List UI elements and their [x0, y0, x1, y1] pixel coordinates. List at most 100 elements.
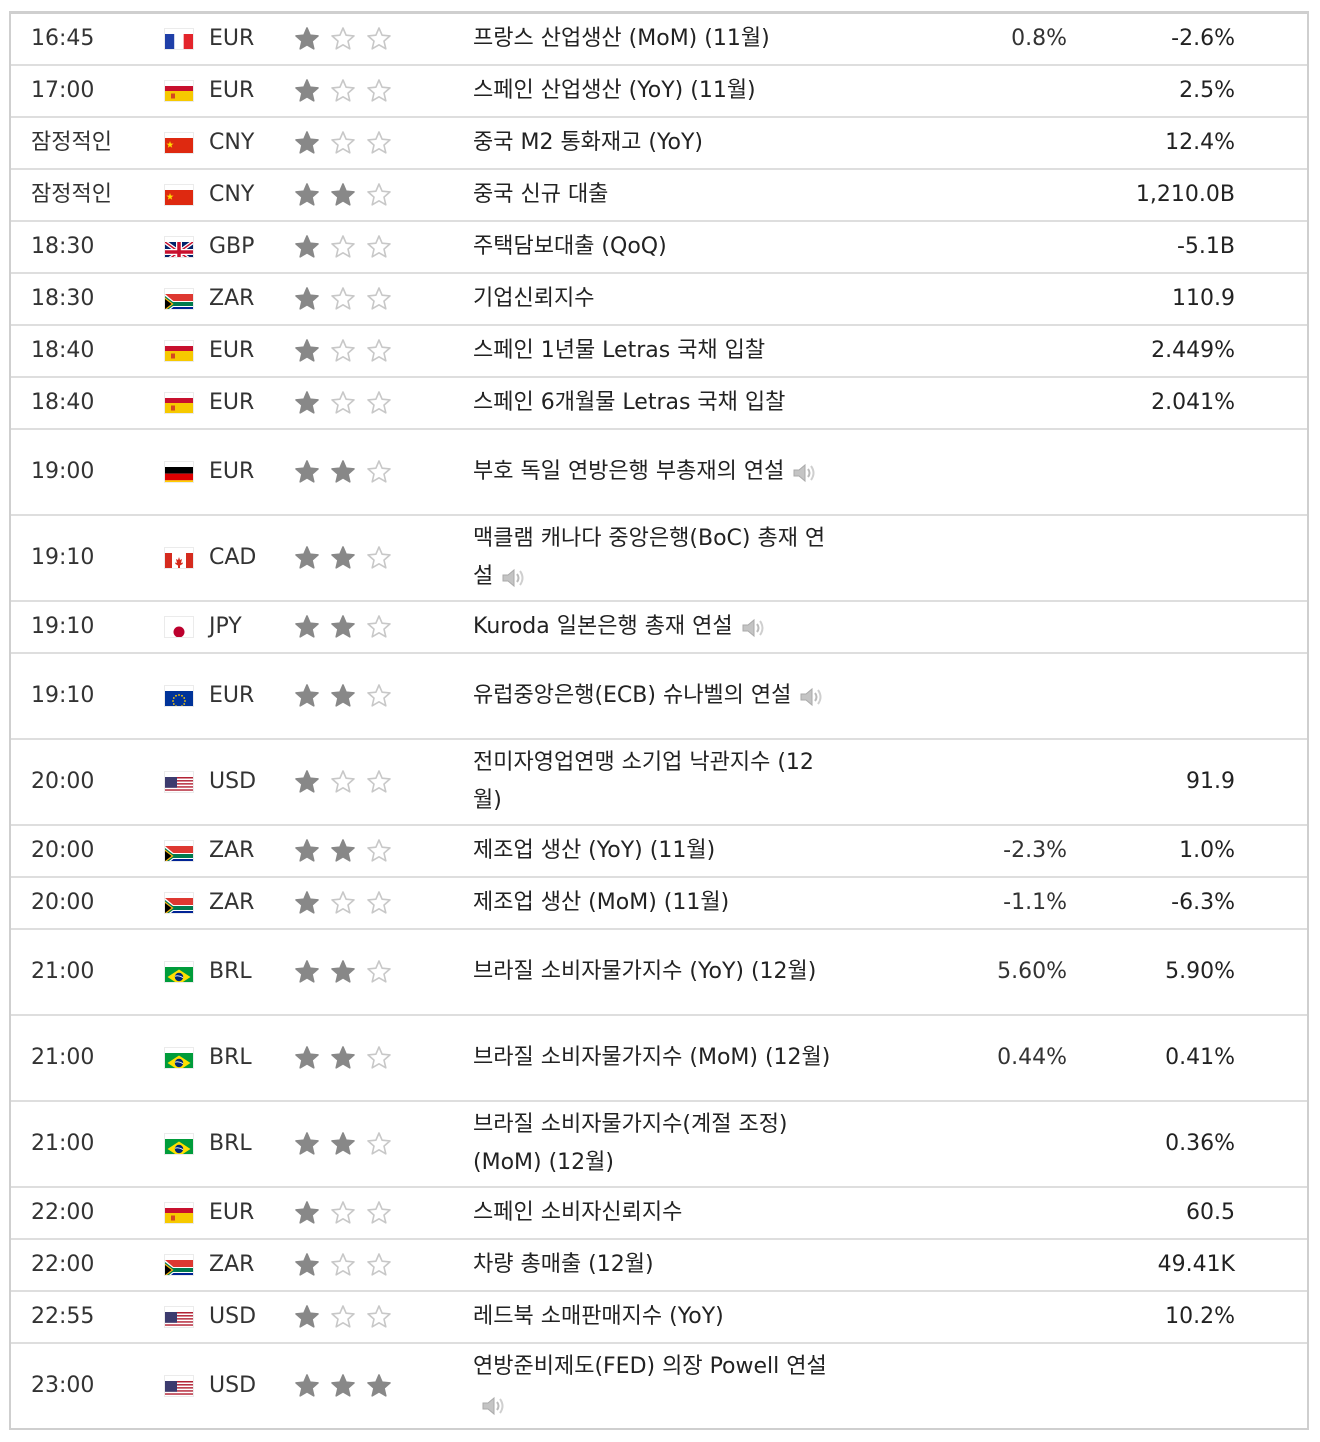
event-name[interactable]: 브라질 소비자물가지수 (MoM) (12월): [473, 1045, 831, 1070]
event-cell[interactable]: 맥클램 캐나다 중앙은행(BoC) 총재 연설: [473, 515, 833, 602]
table-row[interactable]: 잠정적인 CNY 중국 M2 통화재고 (YoY) 12.4%: [11, 117, 1307, 170]
event-name[interactable]: 전미자영업연맹 소기업 낙관지수 (12월): [473, 750, 814, 813]
event-cell[interactable]: 부호 독일 연방은행 부총재의 연설: [473, 429, 833, 516]
event-name[interactable]: 브라질 소비자물가지수(계절 조정) (MoM) (12월): [473, 1112, 788, 1175]
row-spacer: [1235, 169, 1307, 222]
row-spacer: [1235, 515, 1307, 602]
previous-value: -2.6%: [1067, 14, 1235, 66]
event-cell[interactable]: 중국 M2 통화재고 (YoY): [473, 117, 833, 170]
table-row[interactable]: 23:00 USD 연방준비제도(FED) 의장 Powell 연설: [11, 1343, 1307, 1428]
event-cell[interactable]: Kuroda 일본은행 총재 연설: [473, 601, 833, 654]
table-row[interactable]: 18:30 ZAR 기업신뢰지수 110.9: [11, 273, 1307, 326]
table-row[interactable]: 17:00 EUR 스페인 산업생산 (YoY) (11월) 2.5%: [11, 65, 1307, 118]
event-name[interactable]: 스페인 1년물 Letras 국채 입찰: [473, 338, 766, 363]
event-time: 잠정적인: [11, 169, 165, 222]
event-cell[interactable]: 스페인 1년물 Letras 국채 입찰: [473, 325, 833, 378]
importance-stars: [293, 1372, 393, 1400]
currency-code: BRL: [209, 1015, 293, 1102]
forecast-value: [833, 1343, 1067, 1428]
table-row[interactable]: 16:45 EUR 프랑스 산업생산 (MoM) (11월) 0.8% -2.6…: [11, 14, 1307, 66]
importance-cell: [293, 14, 473, 66]
event-name[interactable]: 유럽중앙은행(ECB) 슈나벨의 연설: [473, 683, 792, 708]
event-cell[interactable]: 브라질 소비자물가지수 (YoY) (12월): [473, 929, 833, 1016]
flag-cell: [165, 877, 209, 930]
table-row[interactable]: 21:00 BRL 브라질 소비자물가지수 (MoM) (12월) 0.44% …: [11, 1015, 1307, 1102]
star-empty-icon: [367, 546, 391, 569]
table-row[interactable]: 20:00 USD 전미자영업연맹 소기업 낙관지수 (12월) 91.9: [11, 739, 1307, 826]
event-cell[interactable]: 제조업 생산 (MoM) (11월): [473, 877, 833, 930]
event-name[interactable]: 제조업 생산 (YoY) (11월): [473, 838, 716, 863]
event-cell[interactable]: 제조업 생산 (YoY) (11월): [473, 825, 833, 878]
table-row[interactable]: 잠정적인 CNY 중국 신규 대출 1,210.0B: [11, 169, 1307, 222]
table-row[interactable]: 22:55 USD 레드북 소매판매지수 (YoY) 10.2%: [11, 1291, 1307, 1344]
star-filled-icon: [331, 1132, 355, 1155]
event-name[interactable]: 스페인 6개월물 Letras 국채 입찰: [473, 390, 786, 415]
event-cell[interactable]: 브라질 소비자물가지수 (MoM) (12월): [473, 1015, 833, 1102]
event-time: 20:00: [11, 877, 165, 930]
table-row[interactable]: 21:00 BRL 브라질 소비자물가지수(계절 조정) (MoM) (12월)…: [11, 1101, 1307, 1188]
star-empty-icon: [367, 287, 391, 310]
importance-stars: [293, 958, 393, 986]
table-row[interactable]: 18:40 EUR 스페인 6개월물 Letras 국채 입찰 2.041%: [11, 377, 1307, 430]
event-name[interactable]: 레드북 소매판매지수 (YoY): [473, 1304, 724, 1329]
event-cell[interactable]: 차량 총매출 (12월): [473, 1239, 833, 1292]
event-cell[interactable]: 유럽중앙은행(ECB) 슈나벨의 연설: [473, 653, 833, 740]
flag-cell: [165, 65, 209, 118]
event-name[interactable]: 맥클램 캐나다 중앙은행(BoC) 총재 연설: [473, 526, 826, 589]
star-empty-icon: [331, 1305, 355, 1328]
event-name[interactable]: 스페인 소비자신뢰지수: [473, 1200, 683, 1225]
event-name[interactable]: 제조업 생산 (MoM) (11월): [473, 890, 730, 915]
importance-cell: [293, 825, 473, 878]
event-time: 18:40: [11, 325, 165, 378]
calendar-body: 16:45 EUR 프랑스 산업생산 (MoM) (11월) 0.8% -2.6…: [11, 14, 1307, 1428]
table-row[interactable]: 22:00 EUR 스페인 소비자신뢰지수 60.5: [11, 1187, 1307, 1240]
table-row[interactable]: 19:00 EUR 부호 독일 연방은행 부총재의 연설: [11, 429, 1307, 516]
event-cell[interactable]: 프랑스 산업생산 (MoM) (11월): [473, 14, 833, 66]
star-filled-icon: [295, 684, 319, 707]
event-name[interactable]: 연방준비제도(FED) 의장 Powell 연설: [473, 1354, 827, 1379]
table-row[interactable]: 20:00 ZAR 제조업 생산 (YoY) (11월) -2.3% 1.0%: [11, 825, 1307, 878]
star-empty-icon: [331, 891, 355, 914]
table-row[interactable]: 19:10 EUR 유럽중앙은행(ECB) 슈나벨의 연설: [11, 653, 1307, 740]
event-cell[interactable]: 스페인 산업생산 (YoY) (11월): [473, 65, 833, 118]
table-row[interactable]: 19:10 JPY Kuroda 일본은행 총재 연설: [11, 601, 1307, 654]
event-name[interactable]: 스페인 산업생산 (YoY) (11월): [473, 78, 756, 103]
importance-stars: [293, 889, 393, 917]
event-cell[interactable]: 스페인 소비자신뢰지수: [473, 1187, 833, 1240]
table-row[interactable]: 21:00 BRL 브라질 소비자물가지수 (YoY) (12월) 5.60% …: [11, 929, 1307, 1016]
star-empty-icon: [367, 183, 391, 206]
event-name[interactable]: 브라질 소비자물가지수 (YoY) (12월): [473, 959, 817, 984]
star-empty-icon: [367, 1046, 391, 1069]
event-name[interactable]: 주택담보대출 (QoQ): [473, 234, 667, 259]
table-row[interactable]: 19:10 CAD 맥클램 캐나다 중앙은행(BoC) 총재 연설: [11, 515, 1307, 602]
event-cell[interactable]: 기업신뢰지수: [473, 273, 833, 326]
star-filled-icon: [331, 839, 355, 862]
table-row[interactable]: 20:00 ZAR 제조업 생산 (MoM) (11월) -1.1% -6.3%: [11, 877, 1307, 930]
event-name[interactable]: 기업신뢰지수: [473, 286, 595, 311]
table-row[interactable]: 18:40 EUR 스페인 1년물 Letras 국채 입찰 2.449%: [11, 325, 1307, 378]
star-filled-icon: [331, 960, 355, 983]
table-row[interactable]: 18:30 GBP 주택담보대출 (QoQ) -5.1B: [11, 221, 1307, 274]
table-row[interactable]: 22:00 ZAR 차량 총매출 (12월) 49.41K: [11, 1239, 1307, 1292]
star-empty-icon: [367, 391, 391, 414]
event-cell[interactable]: 레드북 소매판매지수 (YoY): [473, 1291, 833, 1344]
event-name[interactable]: Kuroda 일본은행 총재 연설: [473, 614, 733, 639]
event-name[interactable]: 부호 독일 연방은행 부총재의 연설: [473, 459, 785, 484]
event-name[interactable]: 중국 M2 통화재고 (YoY): [473, 130, 703, 155]
event-name[interactable]: 차량 총매출 (12월): [473, 1252, 654, 1277]
forecast-value: [833, 1101, 1067, 1188]
flag-cell: [165, 377, 209, 430]
forecast-value: [833, 65, 1067, 118]
flag-cell: [165, 429, 209, 516]
previous-value: 2.041%: [1067, 377, 1235, 430]
event-cell[interactable]: 연방준비제도(FED) 의장 Powell 연설: [473, 1343, 833, 1428]
importance-cell: [293, 1291, 473, 1344]
importance-stars: [293, 613, 393, 641]
event-cell[interactable]: 브라질 소비자물가지수(계절 조정) (MoM) (12월): [473, 1101, 833, 1188]
event-cell[interactable]: 주택담보대출 (QoQ): [473, 221, 833, 274]
event-name[interactable]: 프랑스 산업생산 (MoM) (11월): [473, 26, 770, 51]
event-cell[interactable]: 전미자영업연맹 소기업 낙관지수 (12월): [473, 739, 833, 826]
event-cell[interactable]: 중국 신규 대출: [473, 169, 833, 222]
event-cell[interactable]: 스페인 6개월물 Letras 국채 입찰: [473, 377, 833, 430]
event-name[interactable]: 중국 신규 대출: [473, 182, 609, 207]
